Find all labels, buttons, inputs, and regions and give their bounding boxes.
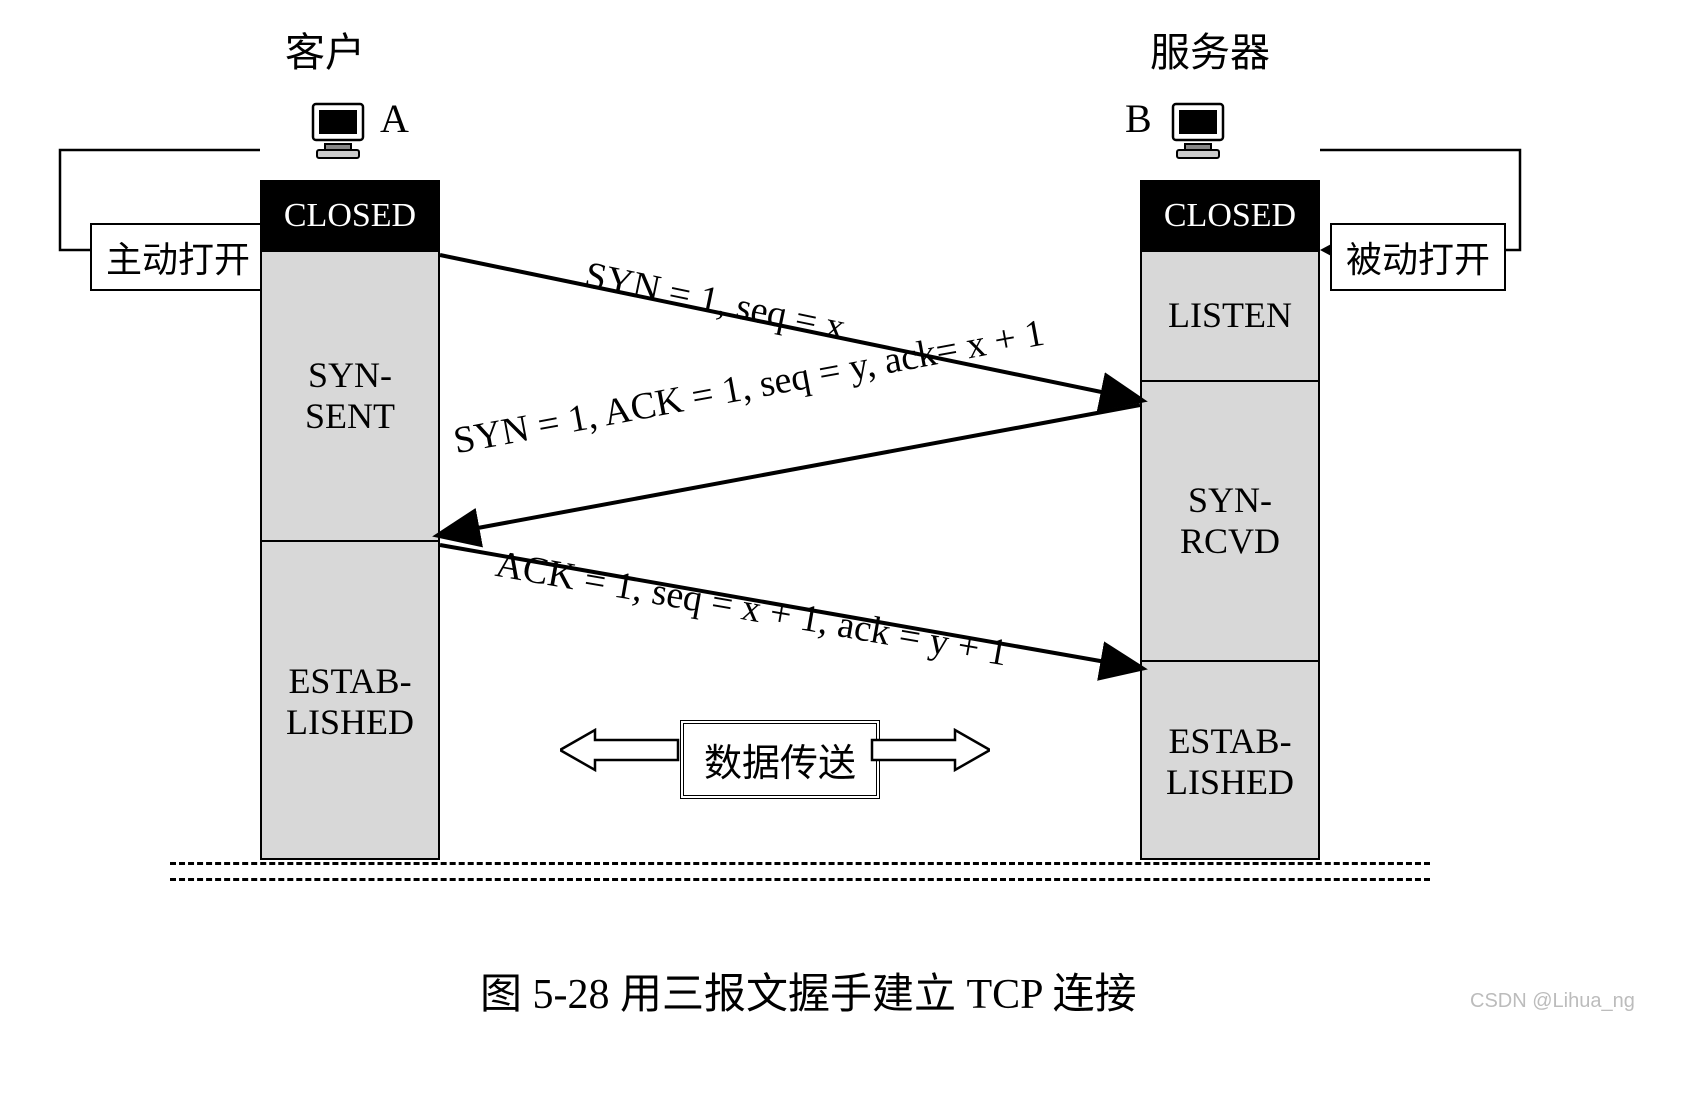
double-arrow-left-icon <box>560 728 680 773</box>
data-transfer-label: 数据传送 <box>680 720 880 799</box>
server-title: 服务器 <box>1150 20 1270 78</box>
server-state-estab-lished: ESTAB-LISHED <box>1142 662 1318 862</box>
message-label-2: SYN = 1, ACK = 1, seq = y, ack= x + 1 <box>450 311 1048 464</box>
tcp-handshake-diagram: 客户 A 服务器 B 主动打开 被动打开 CLOSEDSYN-SENTEST <box>50 20 1656 1080</box>
client-state-column: CLOSEDSYN-SENTESTAB-LISHED <box>260 180 440 860</box>
client-title: 客户 <box>285 20 365 78</box>
server-state-listen: LISTEN <box>1142 252 1318 382</box>
computer-icon <box>305 100 375 160</box>
dashed-line <box>170 878 1430 881</box>
message-label-3: ACK = 1, seq = x + 1, ack = y + 1 <box>492 542 1011 675</box>
active-open-label: 主动打开 <box>90 223 266 291</box>
client-state-syn-sent: SYN-SENT <box>262 252 438 542</box>
server-host-letter: B <box>1125 95 1152 142</box>
client-host-letter: A <box>380 95 409 142</box>
client-state-closed: CLOSED <box>262 182 438 252</box>
dashed-line <box>170 862 1430 865</box>
server-state-column: CLOSEDLISTENSYN-RCVDESTAB-LISHED <box>1140 180 1320 860</box>
client-state-estab-lished: ESTAB-LISHED <box>262 542 438 862</box>
server-state-closed: CLOSED <box>1142 182 1318 252</box>
message-label-1: SYN = 1, seq = x <box>581 253 849 350</box>
figure-caption: 图 5-28 用三报文握手建立 TCP 连接 <box>480 960 1136 1021</box>
double-arrow-right-icon <box>870 728 990 773</box>
passive-open-label: 被动打开 <box>1330 223 1506 291</box>
computer-icon <box>1165 100 1235 160</box>
watermark-text: CSDN @Lihua_ng <box>1470 990 1635 1013</box>
server-state-syn-rcvd: SYN-RCVD <box>1142 382 1318 662</box>
